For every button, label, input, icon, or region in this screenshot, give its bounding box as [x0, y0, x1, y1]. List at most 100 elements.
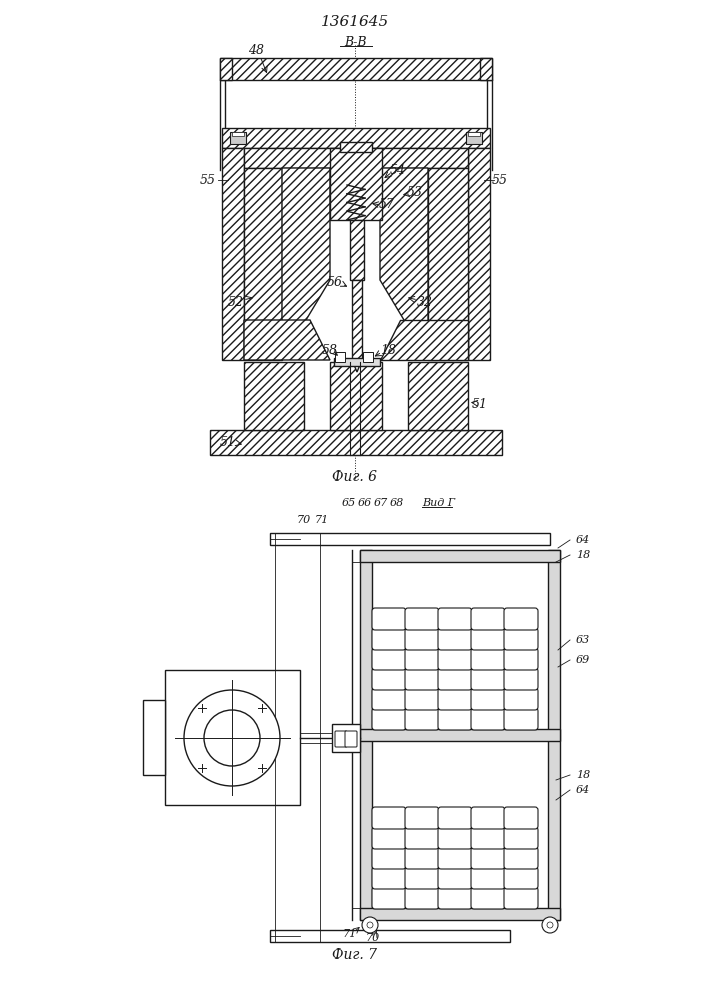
FancyBboxPatch shape [405, 688, 439, 710]
FancyBboxPatch shape [471, 807, 505, 829]
Bar [360, 550, 372, 920]
FancyBboxPatch shape [372, 628, 406, 650]
FancyBboxPatch shape [345, 731, 357, 747]
Bar [244, 362, 304, 430]
FancyBboxPatch shape [471, 608, 505, 630]
Bar [360, 729, 560, 741]
FancyBboxPatch shape [405, 608, 439, 630]
FancyBboxPatch shape [405, 668, 439, 690]
Circle shape [367, 922, 373, 928]
Text: Вид Г: Вид Г [422, 498, 455, 508]
Text: 18: 18 [576, 770, 590, 780]
Bar [210, 430, 502, 455]
Text: 18: 18 [380, 344, 396, 357]
Text: 52: 52 [228, 296, 244, 308]
Bar [350, 220, 364, 280]
FancyBboxPatch shape [438, 807, 472, 829]
FancyBboxPatch shape [471, 688, 505, 710]
Bar [408, 362, 468, 430]
FancyBboxPatch shape [504, 847, 538, 869]
Text: В-В: В-В [344, 35, 366, 48]
FancyBboxPatch shape [438, 628, 472, 650]
Text: 57: 57 [379, 198, 395, 212]
FancyBboxPatch shape [504, 827, 538, 849]
Bar [222, 128, 490, 148]
FancyBboxPatch shape [504, 867, 538, 889]
Text: 51: 51 [472, 397, 488, 410]
FancyBboxPatch shape [438, 648, 472, 670]
Bar [270, 930, 510, 942]
FancyBboxPatch shape [438, 608, 472, 630]
Text: 63: 63 [576, 635, 590, 645]
Text: 64: 64 [576, 535, 590, 545]
FancyBboxPatch shape [372, 608, 406, 630]
Polygon shape [380, 320, 468, 360]
FancyBboxPatch shape [504, 708, 538, 730]
Bar [220, 58, 492, 80]
Bar [340, 142, 372, 152]
Bar [334, 358, 380, 366]
FancyBboxPatch shape [405, 807, 439, 829]
FancyBboxPatch shape [504, 628, 538, 650]
Polygon shape [352, 360, 362, 372]
Bar [332, 724, 360, 752]
FancyBboxPatch shape [504, 608, 538, 630]
FancyBboxPatch shape [438, 847, 472, 869]
FancyBboxPatch shape [471, 668, 505, 690]
Text: 70: 70 [366, 933, 380, 943]
FancyBboxPatch shape [405, 887, 439, 909]
Text: 32: 32 [417, 296, 433, 308]
FancyBboxPatch shape [438, 887, 472, 909]
Bar [363, 352, 373, 362]
Bar [330, 362, 382, 430]
Circle shape [362, 917, 378, 933]
FancyBboxPatch shape [405, 847, 439, 869]
Bar [244, 148, 468, 168]
Bar [232, 132, 244, 136]
FancyBboxPatch shape [471, 628, 505, 650]
FancyBboxPatch shape [504, 668, 538, 690]
Text: 67: 67 [374, 498, 388, 508]
FancyBboxPatch shape [372, 827, 406, 849]
FancyBboxPatch shape [438, 708, 472, 730]
Polygon shape [282, 168, 330, 360]
Text: 64: 64 [576, 785, 590, 795]
Circle shape [204, 710, 260, 766]
FancyBboxPatch shape [438, 688, 472, 710]
Circle shape [184, 690, 280, 786]
Bar [335, 352, 345, 362]
Bar [480, 58, 492, 80]
Text: 18: 18 [576, 550, 590, 560]
Text: 1361645: 1361645 [321, 15, 389, 29]
Bar [466, 132, 482, 144]
FancyBboxPatch shape [438, 867, 472, 889]
Text: 54: 54 [390, 163, 406, 176]
Text: 66: 66 [358, 498, 372, 508]
Text: 68: 68 [390, 498, 404, 508]
FancyBboxPatch shape [405, 827, 439, 849]
FancyBboxPatch shape [471, 887, 505, 909]
Bar [352, 280, 362, 360]
Text: 53: 53 [407, 186, 423, 198]
Polygon shape [380, 168, 428, 360]
FancyBboxPatch shape [405, 628, 439, 650]
FancyBboxPatch shape [471, 708, 505, 730]
FancyBboxPatch shape [504, 688, 538, 710]
Bar [360, 908, 560, 920]
Text: Фиг. 6: Фиг. 6 [332, 470, 378, 484]
Text: 69: 69 [576, 655, 590, 665]
Text: 71: 71 [315, 515, 329, 525]
Text: 55: 55 [492, 174, 508, 186]
Text: 56: 56 [327, 275, 343, 288]
Text: 55: 55 [200, 174, 216, 186]
FancyBboxPatch shape [372, 708, 406, 730]
FancyBboxPatch shape [372, 887, 406, 909]
FancyBboxPatch shape [471, 648, 505, 670]
FancyBboxPatch shape [405, 648, 439, 670]
FancyBboxPatch shape [471, 867, 505, 889]
Text: 58: 58 [322, 344, 338, 357]
FancyBboxPatch shape [405, 867, 439, 889]
FancyBboxPatch shape [405, 708, 439, 730]
Bar [220, 58, 232, 80]
FancyBboxPatch shape [372, 648, 406, 670]
